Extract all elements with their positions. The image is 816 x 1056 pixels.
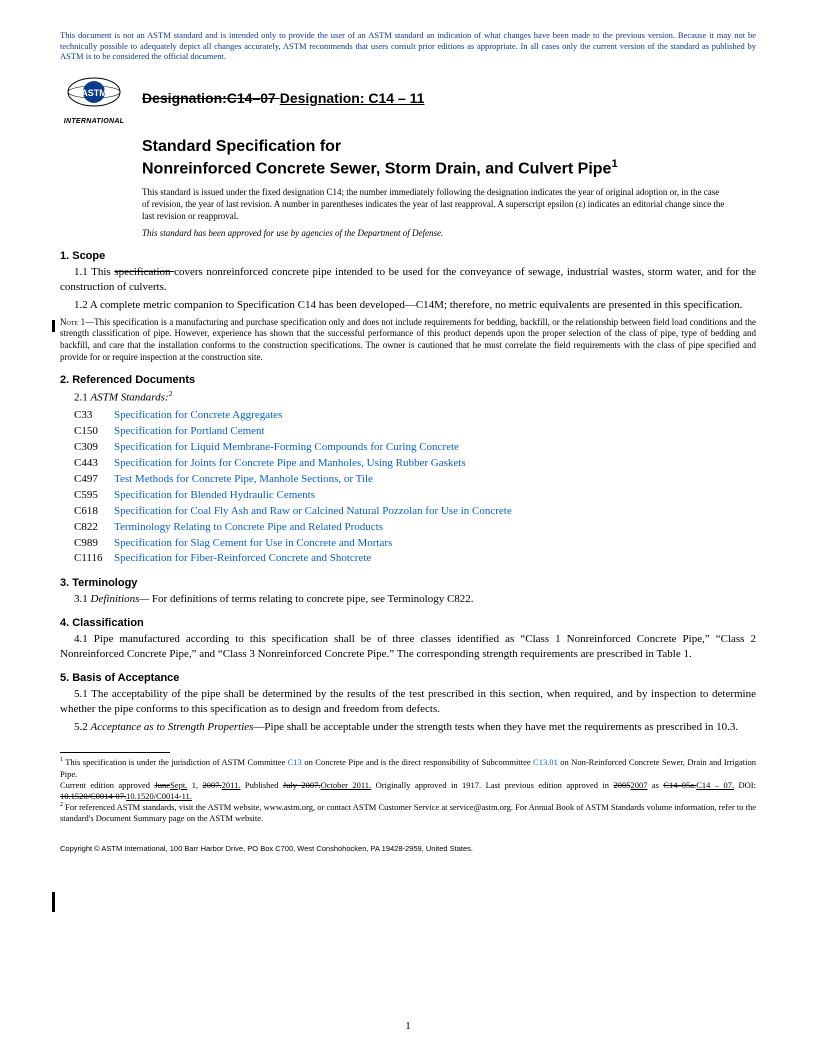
footnote-1-line2: Current edition approved JuneSept. 1, 20… xyxy=(60,780,756,802)
ref-item: C443 Specification for Joints for Concre… xyxy=(74,456,756,472)
designation-old: Designation:C14–07 xyxy=(142,90,280,106)
ref-item: C595 Specification for Blended Hydraulic… xyxy=(74,488,756,504)
refdocs-heading: 2. Referenced Documents xyxy=(60,374,756,386)
class-4-1: 4.1 Pipe manufactured according to this … xyxy=(60,632,756,662)
ref-code: C595 xyxy=(74,488,114,504)
footnote-separator xyxy=(60,752,170,753)
basis-5-2: 5.2 Acceptance as to Strength Properties… xyxy=(60,720,756,735)
ref-item: C497 Test Methods for Concrete Pipe, Man… xyxy=(74,472,756,488)
ref-item: C822 Terminology Relating to Concrete Pi… xyxy=(74,520,756,536)
ref-item: C33 Specification for Concrete Aggregate… xyxy=(74,408,756,424)
ref-item: C618 Specification for Coal Fly Ash and … xyxy=(74,504,756,520)
ref-code: C1116 xyxy=(74,551,114,567)
ref-code: C443 xyxy=(74,456,114,472)
disclaimer-text: This document is not an ASTM standard an… xyxy=(60,30,756,62)
adoption-note: This standard is issued under the fixed … xyxy=(142,187,726,222)
ref-item: C1116 Specification for Fiber-Reinforced… xyxy=(74,551,756,567)
scope-1-2: 1.2 A complete metric companion to Speci… xyxy=(60,298,756,313)
footnote-2: 2 For referenced ASTM standards, visit t… xyxy=(60,802,756,824)
ref-item: C989 Specification for Slag Cement for U… xyxy=(74,536,756,552)
logo-label: INTERNATIONAL xyxy=(60,118,128,125)
ref-link[interactable]: Specification for Slag Cement for Use in… xyxy=(114,537,392,549)
ref-code: C822 xyxy=(74,520,114,536)
scope-heading: 1. Scope xyxy=(60,250,756,262)
basis-heading: 5. Basis of Acceptance xyxy=(60,672,756,684)
svg-text:ASTM: ASTM xyxy=(81,88,107,98)
term-3-1: 3.1 Definitions— For definitions of term… xyxy=(60,592,756,607)
change-bar-2 xyxy=(52,892,55,912)
header-row: ASTM INTERNATIONAL Designation:C14–07 De… xyxy=(60,72,756,125)
ref-link[interactable]: Specification for Joints for Concrete Pi… xyxy=(114,457,466,469)
ref-code: C309 xyxy=(74,440,114,456)
ref-link[interactable]: Test Methods for Concrete Pipe, Manhole … xyxy=(114,473,373,485)
astm-logo: ASTM INTERNATIONAL xyxy=(60,72,128,125)
title-block: Standard Specification for Nonreinforced… xyxy=(142,137,756,179)
basis-5-1: 5.1 The acceptability of the pipe shall … xyxy=(60,687,756,717)
ref-list: C33 Specification for Concrete Aggregate… xyxy=(74,408,756,567)
scope-1-1: 1.1 This specification covers nonreinfor… xyxy=(60,265,756,295)
title-line1: Standard Specification for xyxy=(142,137,756,157)
footnote-1: 1 This specification is under the jurisd… xyxy=(60,757,756,779)
copyright: Copyright © ASTM International, 100 Barr… xyxy=(60,844,756,853)
ref-link[interactable]: Terminology Relating to Concrete Pipe an… xyxy=(114,521,383,533)
ref-link[interactable]: Specification for Portland Cement xyxy=(114,425,265,437)
classification-heading: 4. Classification xyxy=(60,617,756,629)
designation-current: Designation: C14 – 11 xyxy=(280,90,425,106)
ref-link[interactable]: Specification for Liquid Membrane-Formin… xyxy=(114,441,459,453)
dod-note: This standard has been approved for use … xyxy=(142,228,756,238)
ref-item: C309 Specification for Liquid Membrane-F… xyxy=(74,440,756,456)
note-1: Note 1—This specification is a manufactu… xyxy=(60,317,756,364)
ref-link[interactable]: Specification for Blended Hydraulic Ceme… xyxy=(114,489,315,501)
title-line2: Nonreinforced Concrete Sewer, Storm Drai… xyxy=(142,157,756,179)
ref-code: C150 xyxy=(74,424,114,440)
ref-code: C33 xyxy=(74,408,114,424)
ref-code: C989 xyxy=(74,536,114,552)
ref-link[interactable]: Specification for Concrete Aggregates xyxy=(114,409,282,421)
ref-link[interactable]: Specification for Coal Fly Ash and Raw o… xyxy=(114,505,512,517)
ref-code: C497 xyxy=(74,472,114,488)
change-bar-1 xyxy=(52,320,55,332)
ref-item: C150 Specification for Portland Cement xyxy=(74,424,756,440)
ref-code: C618 xyxy=(74,504,114,520)
refdocs-sub: 2.1 ASTM Standards:2 xyxy=(60,389,756,406)
ref-link[interactable]: Specification for Fiber-Reinforced Concr… xyxy=(114,552,371,564)
page-number: 1 xyxy=(0,1020,816,1032)
terminology-heading: 3. Terminology xyxy=(60,577,756,589)
designation-line: Designation:C14–07 Designation: C14 – 11 xyxy=(142,90,424,106)
